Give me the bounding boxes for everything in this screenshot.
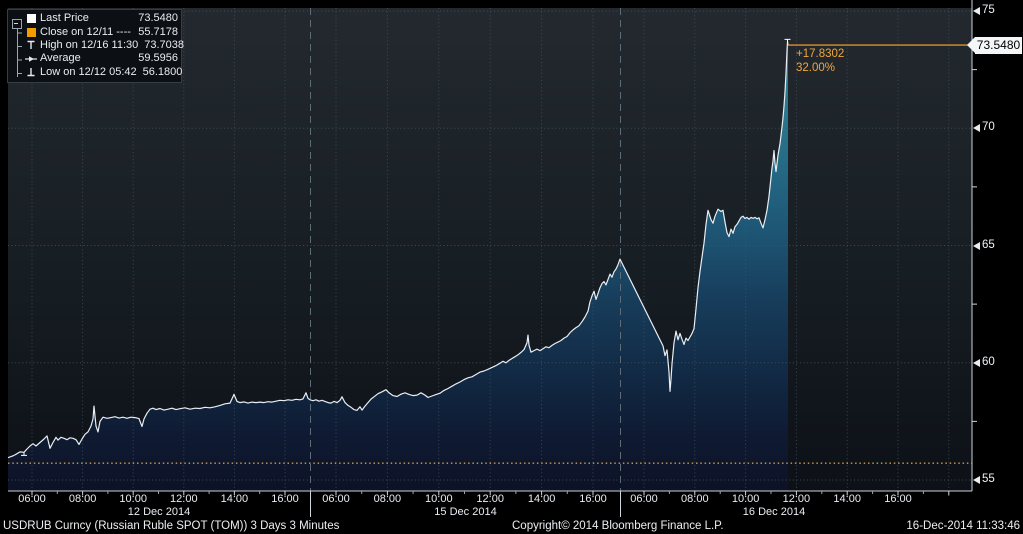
legend-value: 73.7038: [144, 38, 185, 51]
timestamp: 16-Dec-2014 11:33:46: [906, 520, 1020, 532]
legend-row-close[interactable]: Close on 12/11 ---- 55.7178: [25, 25, 178, 38]
x-tick-label: 16:00: [579, 493, 607, 505]
x-tick-label: 14:00: [220, 493, 249, 505]
price-badge-notch: [967, 36, 975, 53]
y-tick-arrow-icon: [973, 7, 980, 15]
x-tick-label: 16:00: [271, 493, 299, 505]
x-date-label: 16 Dec 2014: [742, 505, 806, 518]
legend-value: 59.5956: [138, 52, 178, 65]
y-tick-arrow-icon: [973, 241, 980, 250]
x-tick-label: 14:00: [527, 493, 556, 505]
x-tick-label: 12:00: [170, 493, 198, 505]
change-value: +17.8302: [796, 48, 845, 60]
x-date-label: 15 Dec 2014: [434, 505, 497, 518]
x-tick-label: 08:00: [68, 493, 97, 505]
x-tick-label: 14:00: [833, 493, 861, 505]
x-tick-label: 06:00: [630, 493, 658, 505]
x-tick-label: 12:00: [476, 493, 504, 505]
low-marker-icon: [25, 67, 37, 78]
y-tick-arrow-icon: [973, 124, 980, 133]
high-marker-icon: [25, 40, 37, 51]
last-price-badge: 73.5480: [975, 36, 1022, 54]
legend-label: Close on 12/11 ----: [40, 25, 131, 38]
legend-row-high[interactable]: High on 12/16 11:30 73.7038: [25, 38, 184, 52]
x-tick-label: 08:00: [373, 493, 402, 505]
security-title: USDRUB Curncy (Russian Ruble SPOT (TOM))…: [3, 520, 340, 532]
legend-collapse-button[interactable]: [12, 19, 22, 29]
x-tick-label: 12:00: [782, 493, 811, 505]
y-tick-arrow-icon: [973, 358, 980, 367]
orange-square-icon: [25, 27, 37, 38]
x-date-label: 12 Dec 2014: [127, 505, 191, 518]
chart-legend: Last Price 73.5480 Close on 12/11 ---- 5…: [7, 9, 184, 83]
legend-value: 55.7178: [138, 25, 178, 38]
y-tick-label: 60: [982, 355, 995, 368]
legend-value: 56.1800: [142, 65, 183, 78]
y-tick-label: 75: [982, 4, 995, 16]
legend-value: 73.5480: [138, 12, 178, 25]
legend-label: High on 12/16 11:30: [40, 38, 139, 51]
price-change-annotation: +17.8302 32.00%: [796, 47, 844, 75]
x-tick-label: 10:00: [731, 493, 760, 505]
legend-tree-lines: [11, 16, 29, 82]
x-tick-label: 08:00: [681, 493, 709, 505]
legend-row-last-price[interactable]: Last Price 73.5480: [25, 12, 178, 25]
legend-label: Last Price: [40, 12, 89, 25]
y-tick-label: 55: [982, 473, 995, 485]
x-tick-label: 10:00: [119, 493, 147, 505]
x-tick-label: 10:00: [425, 493, 453, 505]
legend-label: Low on 12/12 05:42: [40, 65, 137, 78]
change-percent: 32.00%: [796, 62, 836, 74]
y-tick-label: 65: [982, 238, 995, 251]
x-tick-label: 06:00: [322, 493, 350, 505]
average-marker-icon: [25, 53, 37, 64]
copyright-text: Copyright© 2014 Bloomberg Finance L.P.: [512, 520, 724, 532]
footer-bar: USDRUB Curncy (Russian Ruble SPOT (TOM))…: [0, 519, 1023, 534]
y-tick-label: 70: [982, 121, 995, 134]
y-tick-arrow-icon: [973, 476, 980, 484]
legend-row-low[interactable]: Low on 12/12 05:42 56.1800: [25, 65, 182, 79]
legend-label: Average: [40, 52, 81, 65]
x-tick-label: 16:00: [884, 493, 912, 505]
legend-row-average[interactable]: Average 59.5956: [25, 52, 178, 65]
x-tick-label: 06:00: [18, 493, 46, 505]
white-square-icon: [25, 13, 37, 24]
